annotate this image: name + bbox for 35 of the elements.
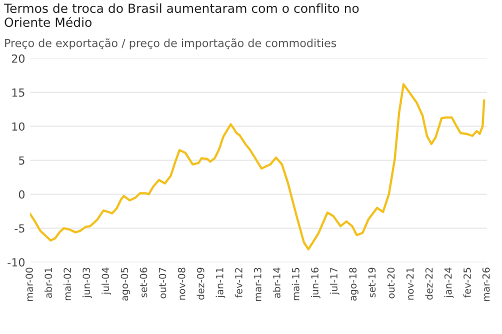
x-tick-label: jun-16 <box>310 268 320 298</box>
x-tick-label: nov-08 <box>178 268 186 300</box>
x-tick-label: mar-26 <box>482 268 490 301</box>
x-tick-label: mar-00 <box>26 268 33 301</box>
x-tick-label: jun-03 <box>82 268 92 298</box>
x-tick-label: ago-18 <box>349 268 358 301</box>
y-tick-label: 10 <box>12 122 25 131</box>
y-tick-label: 20 <box>12 54 25 63</box>
x-tick-label: abr-01 <box>44 268 52 298</box>
x-tick-label: jul-04 <box>102 268 111 295</box>
chart-subtitle: Preço de exportação / preço de importação de commodities <box>5 38 336 50</box>
y-tick-label: 5 <box>19 156 24 165</box>
x-tick-label: fev-25 <box>463 268 471 298</box>
x-tick-label: fev-12 <box>234 268 242 298</box>
x-tick-label: mai-15 <box>292 268 300 300</box>
x-tick-label: dez-09 <box>196 268 204 300</box>
x-tick-label: set-06 <box>140 268 148 298</box>
y-tick-label: 0 <box>18 190 25 199</box>
x-tick-label: dez-22 <box>425 268 433 300</box>
x-tick-label: jan-24 <box>444 268 454 298</box>
x-tick-label: out-07 <box>158 268 166 298</box>
x-tick-label: mar-13 <box>254 268 262 301</box>
x-tick-label: abr-14 <box>272 268 280 298</box>
x-tick-label: ago-05 <box>120 268 130 301</box>
x-tick-label: mai-02 <box>63 268 71 300</box>
x-tick-label: jul-17 <box>330 268 340 295</box>
x-tick-label: jan-11 <box>216 268 226 298</box>
x-tick-label: nov-21 <box>406 268 414 300</box>
y-tick-label: 15 <box>12 88 24 97</box>
line-series <box>30 83 486 250</box>
chart-title: Termos de troca do Brasil aumentaram com o conflito no Oriente Médio <box>4 3 359 28</box>
x-tick-label: out-20 <box>387 268 395 298</box>
y-tick-label: -10 <box>8 258 25 267</box>
x-tick-label: set-19 <box>368 268 376 298</box>
y-tick-label: -5 <box>14 224 24 233</box>
